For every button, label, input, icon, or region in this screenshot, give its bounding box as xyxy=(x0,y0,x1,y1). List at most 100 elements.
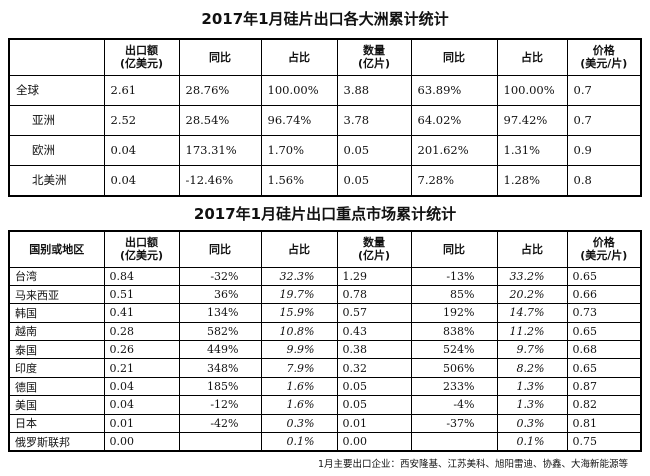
table-cell: 德国 xyxy=(8,376,105,397)
table-row: 亚洲 2.52 28.54% 96.74% 3.78 64.02% 97.42% 0.7 xyxy=(8,104,642,136)
table-cell: 印度 xyxy=(8,358,105,378)
table-cell: 0.78 xyxy=(336,284,412,305)
table-cell: 2.52 xyxy=(103,104,180,136)
table-cell: 64.02% xyxy=(410,104,498,136)
header-cell: 占比 xyxy=(496,230,568,268)
table-cell: 0.00 xyxy=(336,432,412,452)
table-cell: -4% xyxy=(410,395,498,415)
table-cell: 192% xyxy=(410,303,498,323)
header-cell: 价格 (美元/片) xyxy=(566,230,642,268)
table-row: 印度 0.21 348% 7.9% 0.32 506% 8.2% 0.65 xyxy=(8,358,642,378)
table-cell: 7.9% xyxy=(260,358,338,378)
table-cell: 0.04 xyxy=(103,134,180,166)
table-cell: 348% xyxy=(178,358,262,378)
table-cell: 泰国 xyxy=(8,340,105,360)
table-cell: -13% xyxy=(410,266,498,286)
table-cell: 97.42% xyxy=(496,104,568,136)
table-cell: 日本 xyxy=(8,413,105,434)
header-cell: 同比 xyxy=(178,230,262,268)
header-cell: 价格 (美元/片) xyxy=(566,38,642,76)
table-cell: 1.70% xyxy=(260,134,338,166)
table-cell: 0.68 xyxy=(566,340,642,360)
header-cell: 同比 xyxy=(410,230,498,268)
table-cell: 0.28 xyxy=(103,321,180,342)
table-cell: 134% xyxy=(178,303,262,323)
table-cell: 8.2% xyxy=(496,358,568,378)
table-cell: 0.57 xyxy=(336,303,412,323)
table-cell: 0.3% xyxy=(260,413,338,434)
table-cell: 100.00% xyxy=(260,74,338,106)
table-cell: 9.9% xyxy=(260,340,338,360)
table-cell: 0.1% xyxy=(496,432,568,452)
table-row: 美国 0.04 -12% 1.6% 0.05 -4% 1.3% 0.82 xyxy=(8,395,642,415)
table-row: 马来西亚 0.51 36% 19.7% 0.78 85% 20.2% 0.66 xyxy=(8,284,642,305)
table-cell: 1.6% xyxy=(260,395,338,415)
table-cell: 0.73 xyxy=(566,303,642,323)
table-cell: 1.3% xyxy=(496,376,568,397)
table-cell: 14.7% xyxy=(496,303,568,323)
table-cell: 173.31% xyxy=(178,134,262,166)
header-cell: 占比 xyxy=(260,230,338,268)
table-cell: 0.82 xyxy=(566,395,642,415)
table-cell: 9.7% xyxy=(496,340,568,360)
table-cell: 0.04 xyxy=(103,376,180,397)
header-cell: 出口额 (亿美元) xyxy=(103,230,180,268)
table-cell: 838% xyxy=(410,321,498,342)
table-cell: 28.76% xyxy=(178,74,262,106)
table-cell: 北美洲 xyxy=(8,164,105,196)
table-cell: 0.81 xyxy=(566,413,642,434)
table-cell: 28.54% xyxy=(178,104,262,136)
table-cell: 19.7% xyxy=(260,284,338,305)
table-cell: 2.61 xyxy=(103,74,180,106)
table-cell: 0.05 xyxy=(336,395,412,415)
table-cell: 越南 xyxy=(8,321,105,342)
table-cell: 7.28% xyxy=(410,164,498,196)
table-cell: 0.05 xyxy=(336,134,412,166)
table-cell: 0.66 xyxy=(566,284,642,305)
table-cell: 0.75 xyxy=(566,432,642,452)
table-cell: 1.31% xyxy=(496,134,568,166)
table-row: 欧洲 0.04 173.31% 1.70% 0.05 201.62% 1.31% 0.9 xyxy=(8,134,642,166)
table-cell: 1.6% xyxy=(260,376,338,397)
table-cell: 0.05 xyxy=(336,164,412,196)
table-cell: 3.88 xyxy=(336,74,412,106)
table-cell: 0.84 xyxy=(103,266,180,286)
table-cell: 台湾 xyxy=(8,266,105,286)
table-cell: 1.29 xyxy=(336,266,412,286)
table-cell: -12% xyxy=(178,395,262,415)
table-row: 德国 0.04 185% 1.6% 0.05 233% 1.3% 0.87 xyxy=(8,376,642,397)
table-cell: 524% xyxy=(410,340,498,360)
table-cell: 506% xyxy=(410,358,498,378)
header-cell: 数量 (亿片) xyxy=(336,230,412,268)
table-cell: 0.21 xyxy=(103,358,180,378)
table-cell: 33.2% xyxy=(496,266,568,286)
header-cell: 国别或地区 xyxy=(8,230,105,268)
table-cell: 36% xyxy=(178,284,262,305)
table-cell: 0.26 xyxy=(103,340,180,360)
table-cell: 32.3% xyxy=(260,266,338,286)
table-cell: 俄罗斯联邦 xyxy=(8,432,105,452)
table-cell: -37% xyxy=(410,413,498,434)
table-cell: 0.00 xyxy=(103,432,180,452)
table-cell: 85% xyxy=(410,284,498,305)
table-cell: 0.05 xyxy=(336,376,412,397)
table-cell: 0.32 xyxy=(336,358,412,378)
market-table: 国别或地区 出口额 (亿美元) 同比 占比 数量 (亿片) 同比 占比 价格 (美元/片) 台湾… xyxy=(8,230,642,453)
table-cell: 1.56% xyxy=(260,164,338,196)
header-cell: 占比 xyxy=(496,38,568,76)
table-cell: 185% xyxy=(178,376,262,397)
table-cell: 0.87 xyxy=(566,376,642,397)
table-cell: 0.38 xyxy=(336,340,412,360)
table-cell: -12.46% xyxy=(178,164,262,196)
table-cell: 全球 xyxy=(8,74,105,106)
table-title: 2017年1月硅片出口各大洲累计统计 xyxy=(201,10,449,28)
table-cell: 0.65 xyxy=(566,358,642,378)
table-cell xyxy=(178,432,262,452)
table-cell: 63.89% xyxy=(410,74,498,106)
continent-table: 出口额 (亿美元) 同比 占比 数量 (亿片) 同比 占比 价格 (美元/片) 全球 2.61 2… xyxy=(8,38,642,197)
table-title: 2017年1月硅片出口重点市场累计统计 xyxy=(193,205,457,223)
table-cell: 100.00% xyxy=(496,74,568,106)
table-cell: 11.2% xyxy=(496,321,568,342)
table-cell: 韩国 xyxy=(8,303,105,323)
table-cell: 0.41 xyxy=(103,303,180,323)
